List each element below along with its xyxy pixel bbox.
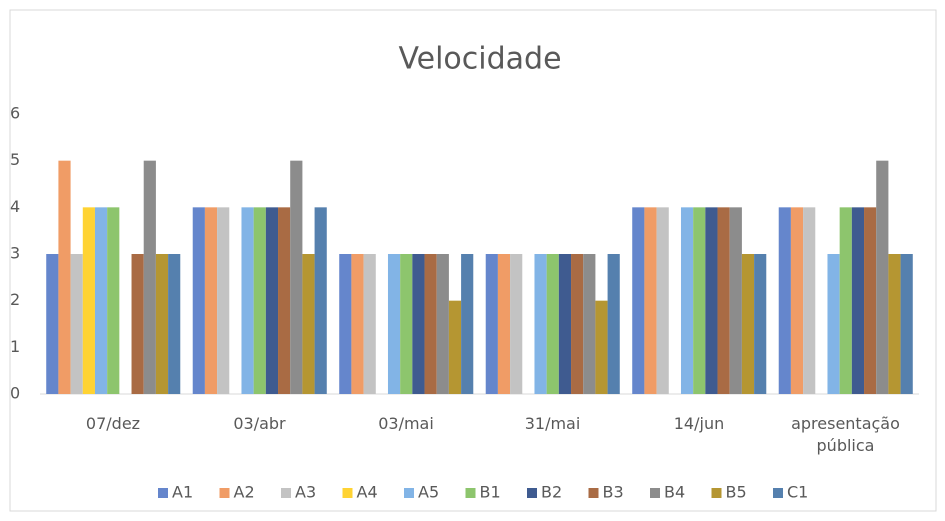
bar (558, 254, 572, 394)
bar (693, 207, 706, 394)
bar (632, 207, 645, 394)
legend-label: C1 (787, 483, 808, 502)
y-tick-label: 3 (10, 244, 20, 263)
bar (803, 207, 816, 394)
bar (436, 254, 449, 394)
bar (510, 254, 523, 394)
bar (546, 254, 559, 394)
bar (265, 207, 279, 394)
legend-swatch (281, 488, 291, 498)
bar (412, 254, 425, 394)
bar (705, 207, 718, 394)
bar (217, 207, 230, 394)
bar (278, 207, 291, 394)
bar (595, 300, 608, 394)
bar (876, 160, 889, 394)
bar (729, 207, 742, 394)
bar (302, 254, 315, 394)
bar (387, 254, 401, 394)
legend-label: B2 (541, 483, 562, 502)
bar (461, 254, 474, 394)
x-tick-label: 07/dez (85, 414, 141, 433)
legend-swatch (219, 488, 230, 498)
y-tick-label: 5 (10, 150, 20, 169)
legend-swatch (711, 488, 722, 498)
bar (192, 207, 205, 394)
bar (424, 254, 437, 394)
chart-title: Velocidade (398, 42, 561, 77)
x-tick-label: 03/mai (378, 414, 434, 433)
legend-swatch (404, 488, 414, 498)
bar (363, 254, 376, 394)
y-tick-label: 1 (10, 337, 20, 356)
legend-swatch (465, 488, 476, 498)
bar (571, 254, 584, 394)
bar (839, 207, 852, 394)
legend-label: A2 (234, 483, 255, 502)
bar (680, 207, 694, 394)
legend-label: B5 (726, 483, 747, 502)
x-tick-label: 14/jun (673, 414, 725, 433)
bar (107, 207, 120, 394)
bar (339, 254, 352, 394)
legend-swatch (588, 488, 599, 498)
bar (864, 207, 877, 394)
bar (131, 254, 144, 394)
bar (851, 207, 865, 394)
legend-label: B3 (603, 483, 624, 502)
bar (583, 254, 596, 394)
legend-swatch (650, 488, 660, 498)
legend-swatch (158, 488, 168, 498)
legend-label: A5 (418, 483, 439, 502)
bar (400, 254, 413, 394)
bar (241, 207, 254, 394)
y-tick-label: 6 (10, 104, 20, 123)
legend-label: B4 (664, 483, 685, 502)
bar (827, 254, 840, 394)
legend-swatch (342, 488, 353, 498)
legend-label: A4 (357, 483, 378, 502)
bar (253, 207, 266, 394)
bar (497, 254, 511, 394)
x-tick-label: 31/mai (524, 414, 581, 433)
bar (204, 207, 218, 394)
bar (46, 254, 59, 394)
bar (70, 254, 83, 394)
bar (143, 160, 156, 394)
bar (778, 207, 791, 394)
bar (900, 254, 913, 394)
bar (58, 160, 71, 394)
bar (717, 207, 730, 394)
bar (94, 207, 108, 394)
bar (790, 207, 804, 394)
bar (741, 254, 755, 394)
legend-label: A1 (172, 483, 193, 502)
y-tick-label: 4 (10, 197, 20, 216)
bar (534, 254, 547, 394)
bar (754, 254, 767, 394)
x-tick-label: apresentação pública (791, 414, 900, 455)
bar (290, 160, 303, 394)
bar (607, 254, 620, 394)
x-tick-label: 03/abr (233, 414, 286, 433)
bar (82, 207, 95, 394)
legend-swatch (527, 488, 537, 498)
bar (644, 207, 657, 394)
bar (656, 207, 669, 394)
y-tick-label: 0 (10, 384, 20, 403)
bar (888, 254, 901, 394)
legend-label: A3 (295, 483, 316, 502)
bar (485, 254, 498, 394)
bar (351, 254, 364, 394)
bar (155, 254, 169, 394)
bar (448, 300, 462, 394)
legend-swatch (773, 488, 783, 498)
y-tick-label: 2 (10, 290, 20, 309)
bar (168, 254, 181, 394)
bar (314, 207, 327, 394)
legend-label: B1 (480, 483, 501, 502)
